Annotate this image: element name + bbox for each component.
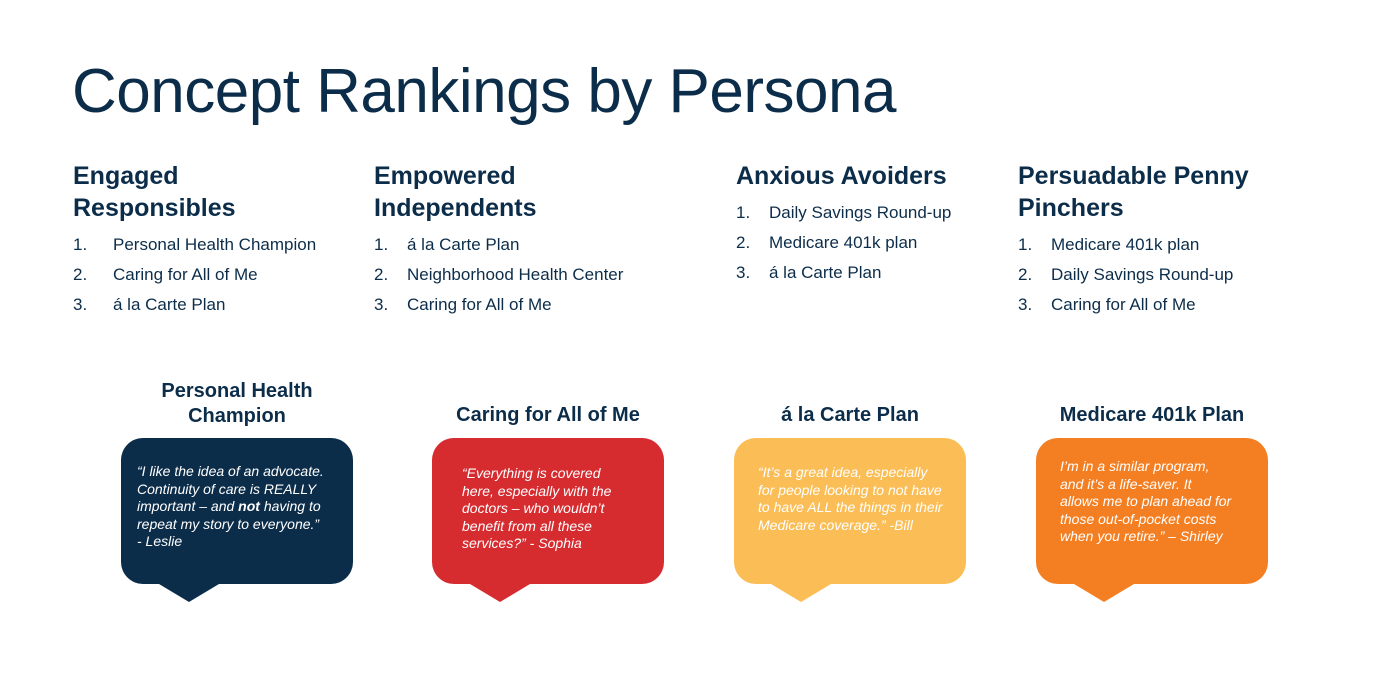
list-item: 3. á la Carte Plan <box>73 290 316 320</box>
ranking-list: 1. Medicare 401k plan 2. Daily Savings Rou… <box>1018 230 1249 320</box>
list-item: 1. Medicare 401k plan <box>1018 230 1249 260</box>
quote-bubble: “I like the idea of an advocate. Continu… <box>121 438 353 584</box>
rank-number: 3. <box>374 295 389 314</box>
rank-number: 1. <box>374 235 389 254</box>
rank-number: 2. <box>374 265 389 284</box>
rank-number: 1. <box>1018 235 1033 254</box>
concept-label: Medicare 401k plan <box>769 233 918 252</box>
concept-label: Personal Health Champion <box>113 235 317 254</box>
concept-title: Caring for All of Me <box>456 404 640 426</box>
persona-column: Engaged Responsibles 1. Personal Health C… <box>73 160 316 320</box>
quote-text: “Everything is covered here, especially … <box>462 465 612 552</box>
persona-name: Anxious Avoiders <box>736 160 951 192</box>
persona-name-line: Responsibles <box>73 194 236 222</box>
quote-text: having to repeat my story to everyone.” <box>137 498 321 532</box>
list-item: 3. Caring for All of Me <box>1018 290 1249 320</box>
list-item: 3. á la Carte Plan <box>736 258 951 288</box>
quote-bubble: “Everything is covered here, especially … <box>432 438 664 584</box>
concept-title: á la Carte Plan <box>781 404 919 426</box>
persona-column: Empowered Independents 1. á la Carte Plan… <box>374 160 623 320</box>
concept-label: Caring for All of Me <box>113 265 258 284</box>
rank-number: 3. <box>736 263 751 282</box>
quote-text: I’m in a similar program, and it’s a lif… <box>1060 458 1232 545</box>
concept-label: Daily Savings Round-up <box>769 203 952 222</box>
concept-label: Medicare 401k plan <box>1051 235 1200 254</box>
speech-tail <box>159 584 219 602</box>
rank-number: 3. <box>1018 295 1033 314</box>
persona-name-line: Empowered <box>374 162 516 190</box>
concept-label: Neighborhood Health Center <box>407 265 624 284</box>
list-item: 2. Medicare 401k plan <box>736 228 951 258</box>
rank-number: 1. <box>736 203 751 222</box>
ranking-list: 1. á la Carte Plan 2. Neighborhood Health … <box>374 230 623 320</box>
rank-number: 1. <box>73 235 88 254</box>
persona-name-line: Independents <box>374 194 537 222</box>
quote-bubble: “It’s a great idea, especially for peopl… <box>734 438 966 584</box>
concept-label: á la Carte Plan <box>113 295 226 314</box>
concept-label: Caring for All of Me <box>407 295 552 314</box>
concept-label: á la Carte Plan <box>407 235 520 254</box>
persona-name: Empowered Independents <box>374 160 623 224</box>
persona-name-line: Anxious Avoiders <box>736 162 947 190</box>
ranking-list: 1. Personal Health Champion 2. Caring for … <box>73 230 316 320</box>
persona-name-line: Engaged <box>73 162 179 190</box>
persona-name: Engaged Responsibles <box>73 160 316 224</box>
quote-text: “It’s a great idea, especially for peopl… <box>758 464 943 533</box>
quote-text: “I like the idea of an advocate. Continu… <box>137 463 324 515</box>
list-item: 3. Caring for All of Me <box>374 290 623 320</box>
persona-name-line: Pinchers <box>1018 194 1124 222</box>
list-item: 1. á la Carte Plan <box>374 230 623 260</box>
list-item: 2. Neighborhood Health Center <box>374 260 623 290</box>
rank-number: 2. <box>736 233 751 252</box>
rank-number: 2. <box>1018 265 1033 284</box>
list-item: 1. Personal Health Champion <box>73 230 316 260</box>
concept-title: Medicare 401k Plan <box>1059 404 1245 426</box>
persona-name-line: Persuadable Penny <box>1018 162 1249 190</box>
persona-column: Persuadable Penny Pinchers 1. Medicare 40… <box>1018 160 1249 320</box>
speech-tail <box>1074 584 1134 602</box>
rank-number: 2. <box>73 265 88 284</box>
persona-name: Persuadable Penny Pinchers <box>1018 160 1249 224</box>
speech-tail <box>771 584 831 602</box>
list-item: 2. Daily Savings Round-up <box>1018 260 1249 290</box>
concept-title: Personal Health Champion <box>121 379 353 429</box>
quote-attribution: - Leslie <box>137 533 183 550</box>
concept-label: Daily Savings Round-up <box>1051 265 1234 284</box>
ranking-list: 1. Daily Savings Round-up 2. Medicare 401k… <box>736 198 951 288</box>
concept-title-line: Champion <box>188 405 286 427</box>
concept-label: Caring for All of Me <box>1051 295 1196 314</box>
rank-number: 3. <box>73 295 88 314</box>
quote-bubble: I’m in a similar program, and it’s a lif… <box>1036 438 1268 584</box>
page-title: Concept Rankings by Persona <box>72 57 896 126</box>
list-item: 1. Daily Savings Round-up <box>736 198 951 228</box>
concept-label: á la Carte Plan <box>769 263 882 282</box>
quote-emphasis: not <box>238 498 260 515</box>
concept-title-line: Personal Health <box>161 380 313 402</box>
persona-column: Anxious Avoiders 1. Daily Savings Round-u… <box>736 160 951 288</box>
speech-tail <box>470 584 530 602</box>
list-item: 2. Caring for All of Me <box>73 260 316 290</box>
